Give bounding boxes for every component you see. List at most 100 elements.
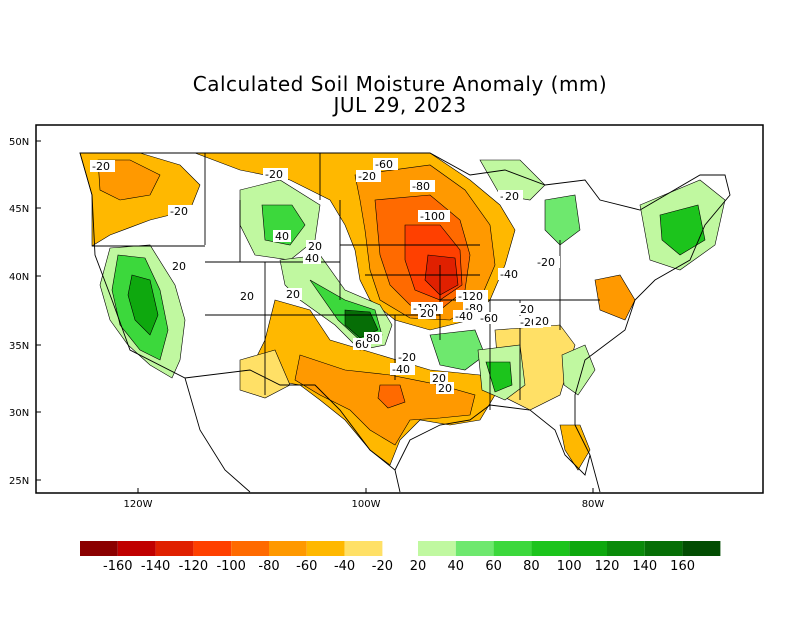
contour-label-bg [373,158,398,170]
wet-region-michigan [544,194,581,246]
coastline-detail [184,377,601,493]
contour-label: 80 [366,332,380,345]
contour-label-bg [518,303,536,315]
legend-swatch-negative [155,541,194,556]
contour-label-layer: -20-20-20-60-20-80-100-40-120-80-60-100-… [90,158,560,395]
contour-label: 20 [308,240,322,253]
latitude-label: 40N [9,272,29,283]
contour-label: 20 [438,382,452,395]
contour-label: 20 [535,315,549,328]
contour-label: -100 [420,210,445,223]
contour-label: 20 [286,288,300,301]
contour-label: -20 [92,160,110,173]
contour-label-bg [430,372,448,384]
dry-region-mid-atlantic [594,274,636,321]
legend-label-negative: -120 [179,559,209,574]
contour-label: -20 [537,256,555,269]
contour-label: -60 [375,158,393,171]
legend-swatch-positive [644,541,683,556]
color-legend: -160 -140 -120 -100 -80 -60 -40 -20 20 40 60 80 100 1… [80,541,721,574]
map-title: Calculated Soil Moisture Anomaly (mm) [192,72,608,96]
legend-label-positive: 120 [595,559,620,574]
legend-swatch-negative [344,541,383,556]
legend-swatch-negative [193,541,232,556]
legend-swatch-negative [231,541,269,556]
contour-label-bg [284,288,302,300]
contour-label-bg [436,382,454,394]
legend-swatch-positive [455,541,494,556]
longitude-axis: 120W 100W 80W [124,488,605,510]
legend-swatch-negative [269,541,307,556]
contour-label-bg [356,170,381,182]
contour-label-bg [170,260,188,272]
legend-label-negative: -100 [216,559,246,574]
legend-swatch-positive [569,541,607,556]
contour-label: 20 [520,303,534,316]
legend-label-negative: -40 [334,559,355,574]
wet-region-mississippi [429,329,486,371]
legend-swatch-positive [493,541,532,556]
legend-label-positive: 40 [448,559,465,574]
legend-swatch-negative [306,541,345,556]
contour-label-bg [238,290,256,302]
longitude-label: 80W [582,499,605,510]
contour-label-bg [478,312,503,324]
contour-label: -20 [358,170,376,183]
contour-label-bg [503,190,521,202]
wet-region-new-england-core [659,204,706,256]
contour-label-bg [90,160,115,172]
wet-region-south-carolina [561,344,596,396]
legend-label-negative: -160 [103,559,133,574]
contour-label-bg [418,307,436,319]
legend-label-positive: 100 [557,559,582,574]
wet-region-california-core [127,274,159,336]
contour-label-bg [168,205,193,217]
legend-label-negative: -140 [141,559,171,574]
contour-label: -120 [458,290,483,303]
contour-label: 40 [305,252,319,265]
legend-label-positive: 140 [632,559,657,574]
longitude-label: 120W [124,499,153,510]
contour-label: 20 [420,307,434,320]
map-date: JUL 29, 2023 [333,93,467,117]
contour-label-bg [273,230,291,242]
legend-swatch-positive [531,541,570,556]
contour-label: -60 [480,312,498,325]
latitude-axis: 50N 45N 40N 35N 30N 25N [9,137,41,487]
latitude-label: 30N [9,408,29,419]
legend-swatch-positive [418,541,456,556]
contour-label: -20 [265,168,283,181]
legend-label-positive: 60 [485,559,502,574]
contour-label-bg [533,315,551,327]
latitude-label: 45N [9,204,29,215]
latitude-label: 35N [9,341,29,352]
legend-label-positive: 20 [410,559,427,574]
wet-region-idaho-core [261,204,306,246]
contour-label: -40 [455,310,473,323]
contour-label: 20 [432,372,446,385]
dry-region-texas-red [377,384,406,409]
contour-label: -20 [398,351,416,364]
wet-region-alabama-core [485,361,513,393]
legend-swatch-positive [607,541,645,556]
contour-label-bg [306,240,324,252]
contour-label-bg [263,168,288,180]
dry-region-florida [559,424,591,471]
contour-label-bg [418,210,450,222]
contour-label: -20 [170,205,188,218]
contour-label: -40 [500,268,518,281]
legend-label-negative: -60 [296,559,317,574]
legend-label-negative: -80 [258,559,279,574]
wet-region-great-lakes [479,159,546,201]
legend-swatch-negative [117,541,156,556]
contour-label-bg [396,351,421,363]
contour-label-bg [456,290,488,302]
legend-swatch-negative [80,541,118,556]
contour-label-bg [410,180,435,192]
contour-label-bg [303,252,321,264]
contour-label: 20 [505,190,519,203]
contour-label: -40 [392,363,410,376]
legend-label-negative: -20 [372,559,393,574]
contour-label-bg [390,363,415,375]
